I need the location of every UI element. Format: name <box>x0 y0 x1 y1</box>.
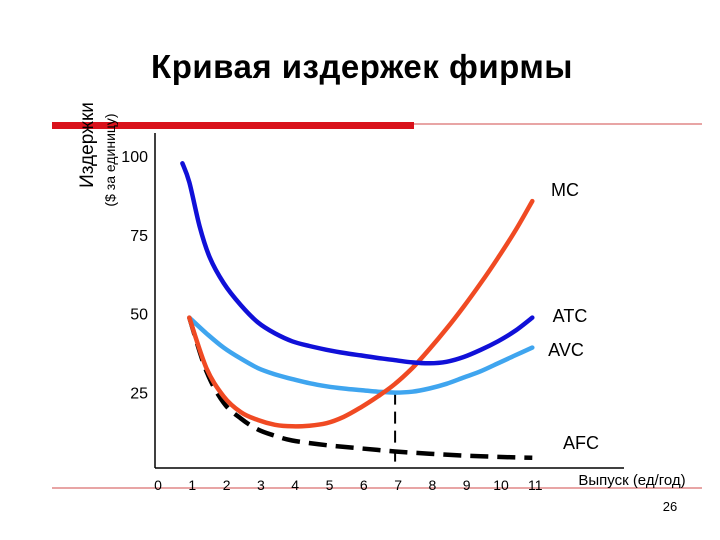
x-tick-label: 1 <box>188 477 196 493</box>
x-tick-label: 9 <box>463 477 471 493</box>
y-tick-label: 100 <box>121 149 148 166</box>
series-label-atc: ATC <box>553 306 588 326</box>
x-tick-labels: 0 1 2 3 4 5 6 7 8 9 10 11 <box>154 477 543 493</box>
series-labels: MC ATC AVC AFC <box>548 180 599 453</box>
x-tick-label: 6 <box>360 477 368 493</box>
y-axis-sublabel: ($ за единицу) <box>102 113 118 206</box>
x-tick-label: 7 <box>394 477 402 493</box>
series-atc-line <box>180 161 535 366</box>
chart-title: Кривая издержек фирмы <box>151 48 573 85</box>
x-tick-label: 3 <box>257 477 265 493</box>
y-tick-labels: 100 75 50 25 <box>121 149 148 402</box>
x-tick-label: 8 <box>429 477 437 493</box>
x-tick-label: 2 <box>223 477 231 493</box>
series-avc-line <box>187 315 535 395</box>
x-tick-label: 10 <box>493 477 509 493</box>
series-label-avc: AVC <box>548 340 584 360</box>
page-number: 26 <box>663 499 677 514</box>
series-mc-line <box>187 198 535 429</box>
series-label-afc: AFC <box>563 433 599 453</box>
series-group <box>180 161 535 461</box>
x-tick-label: 5 <box>326 477 334 493</box>
y-tick-label: 75 <box>130 228 148 245</box>
x-axis-label: Выпуск (ед/год) <box>578 472 685 489</box>
x-tick-label: 11 <box>528 477 543 493</box>
accent-bar <box>52 122 414 129</box>
y-tick-label: 50 <box>130 307 148 324</box>
series-afc-line <box>187 316 533 461</box>
y-axis-label: Издержки <box>77 102 98 188</box>
x-tick-label: 4 <box>291 477 299 493</box>
y-tick-label: 25 <box>130 385 148 402</box>
series-label-mc: MC <box>551 180 579 200</box>
x-tick-label: 0 <box>154 477 162 493</box>
